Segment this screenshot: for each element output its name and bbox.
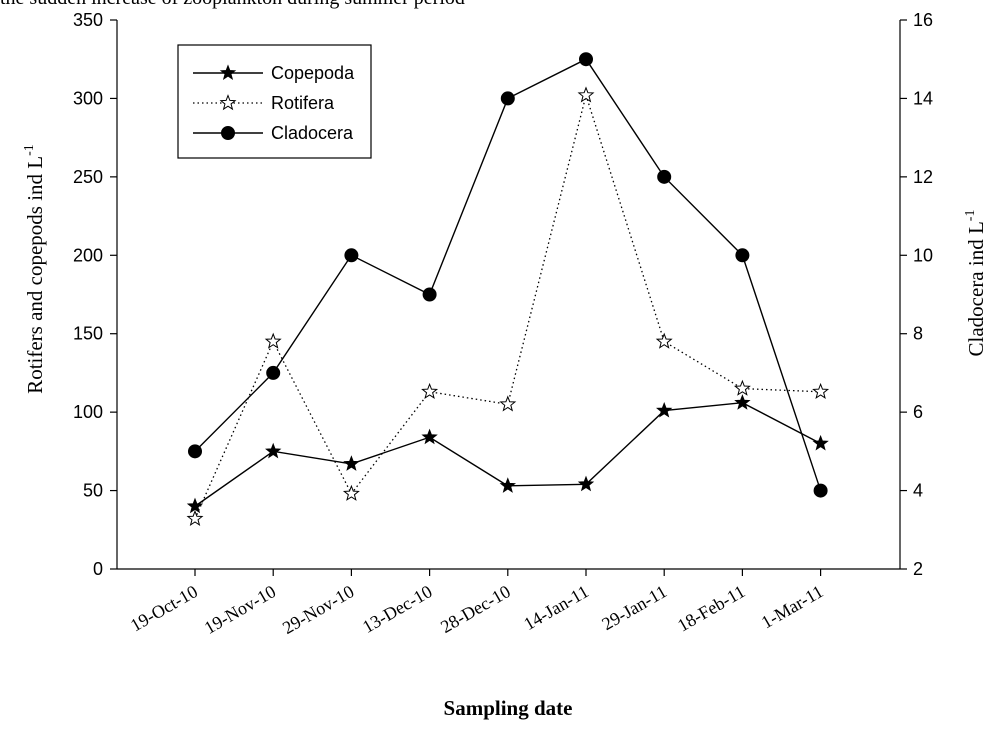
data-point-cladocera — [579, 52, 593, 67]
data-point-cladocera — [344, 248, 359, 263]
series-line-copepoda — [194, 402, 821, 507]
chart-legend: Copepoda Rotifera Cladocera — [177, 44, 372, 159]
data-point-rotifera — [186, 509, 204, 526]
x-axis-label: Sampling date — [444, 696, 573, 720]
data-point-rotifera — [812, 382, 830, 399]
data-point-copepoda — [812, 434, 829, 451]
y-right-tick-label: 8 — [913, 324, 923, 344]
y-left-tick-label: 50 — [83, 481, 103, 501]
legend-label-cladocera: Cladocera — [271, 123, 354, 143]
y-left-tick-label: 150 — [73, 324, 103, 344]
x-tick-label: 1-Mar-11 — [758, 581, 827, 632]
legend-marker-cladocera — [221, 126, 235, 140]
y-right-tick-label: 10 — [913, 245, 933, 265]
data-point-cladocera — [188, 444, 202, 459]
data-point-copepoda — [343, 455, 360, 471]
data-point-copepoda — [577, 475, 595, 492]
data-point-cladocera — [657, 169, 672, 184]
data-point-cladocera — [500, 91, 515, 106]
x-tick-label: 19-Nov-10 — [201, 581, 279, 638]
y-left-tick-label: 300 — [73, 88, 103, 108]
data-point-cladocera — [266, 365, 281, 380]
legend-label-copepoda: Copepoda — [271, 63, 355, 83]
chart-series — [186, 52, 830, 526]
y-right-tick-label: 6 — [913, 402, 923, 422]
data-point-rotifera — [577, 86, 595, 103]
data-point-copepoda — [265, 442, 282, 459]
data-point-rotifera — [421, 382, 439, 399]
series-rotifera — [186, 86, 830, 526]
legend-marker-rotifera — [219, 94, 237, 111]
y-right-tick-label: 4 — [913, 481, 923, 501]
x-tick-label: 19-Oct-10 — [127, 581, 201, 635]
series-cladocera — [188, 52, 828, 498]
data-point-rotifera — [655, 332, 673, 349]
series-copepoda — [186, 394, 829, 514]
x-tick-label: 29-Nov-10 — [279, 581, 357, 638]
y-left-tick-label: 200 — [73, 245, 103, 265]
x-tick-label: 13-Dec-10 — [359, 581, 436, 637]
data-point-cladocera — [735, 248, 750, 263]
y-right-tick-label: 16 — [913, 10, 933, 30]
legend-label-rotifera: Rotifera — [271, 93, 335, 113]
data-point-copepoda — [734, 394, 751, 410]
data-point-copepoda — [499, 477, 516, 493]
y-left-tick-label: 250 — [73, 167, 103, 187]
y-left-tick-label: 0 — [93, 559, 103, 579]
legend-box — [177, 44, 372, 159]
data-point-copepoda — [421, 428, 438, 445]
y-axis-left-label: Rotifers and copepods ind L-1 — [22, 144, 47, 394]
data-point-rotifera — [264, 332, 282, 349]
y-left-tick-label: 350 — [73, 10, 103, 30]
figure-caption-fragment: the sudden increase of zooplankton durin… — [0, 0, 465, 10]
x-tick-label: 29-Jan-11 — [598, 581, 670, 634]
x-tick-label: 14-Jan-11 — [520, 581, 592, 634]
data-point-copepoda — [186, 497, 204, 514]
data-point-cladocera — [813, 483, 828, 498]
data-point-rotifera — [733, 379, 751, 396]
data-point-cladocera — [422, 287, 437, 302]
data-point-rotifera — [499, 395, 517, 412]
series-line-rotifera — [194, 92, 821, 520]
y-right-tick-label: 14 — [913, 88, 933, 108]
legend-marker-copepoda — [219, 64, 237, 80]
data-point-copepoda — [656, 401, 673, 418]
y-left-tick-label: 100 — [73, 402, 103, 422]
y-axis-right-label: Cladocera ind L-1 — [963, 210, 988, 357]
y-right-tick-label: 2 — [913, 559, 923, 579]
y-right-tick-label: 12 — [913, 167, 933, 187]
x-tick-label: 18-Feb-11 — [674, 581, 748, 635]
x-tick-label: 28-Dec-10 — [437, 581, 514, 637]
data-point-rotifera — [342, 484, 360, 501]
